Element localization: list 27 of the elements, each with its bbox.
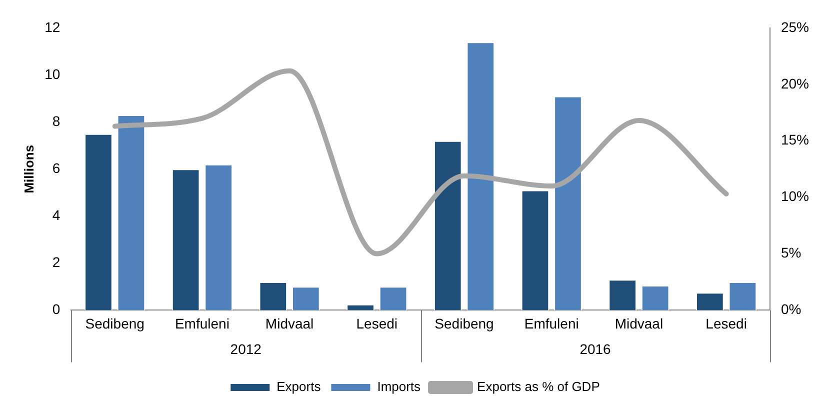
- x-tick-label: Sedibeng: [85, 315, 144, 332]
- x-tick-label: Sedibeng: [434, 315, 494, 332]
- y-tick-label: 6: [52, 160, 60, 176]
- y-tick-label: 10: [44, 66, 60, 82]
- y2-tick-label: 20%: [780, 75, 810, 92]
- text: 2012: [230, 341, 262, 358]
- y2-tick-label: 0%: [780, 301, 802, 318]
- x-tick-label: Lesedi: [356, 315, 398, 332]
- x-tick-label: Emfuleni: [524, 315, 579, 332]
- y-tick-label: 8: [52, 112, 60, 129]
- y2-tick-label: 15%: [780, 132, 810, 148]
- x-tick-label: Midvaal: [265, 315, 314, 332]
- y-tick-label: 12: [44, 18, 60, 35]
- legend-label: Exports as % of GDP: [477, 379, 600, 394]
- y-axis-title: Millions: [21, 144, 36, 194]
- y2-tick-label: 25%: [780, 18, 810, 35]
- y-tick-label: 2: [52, 254, 60, 270]
- x-tick-label: Emfuleni: [174, 315, 230, 332]
- y-tick-label: 4: [52, 206, 60, 223]
- legend-label: Imports: [377, 379, 422, 394]
- x-tick-label: Lesedi: [706, 315, 747, 332]
- y2-tick-label: 5%: [780, 244, 802, 261]
- text: 2016: [580, 341, 612, 358]
- y-tick-label: 0: [52, 301, 60, 318]
- legend-label: Exports: [276, 379, 322, 394]
- y2-tick-label: 10%: [780, 188, 810, 204]
- x-tick-label: Midvaal: [614, 315, 664, 332]
